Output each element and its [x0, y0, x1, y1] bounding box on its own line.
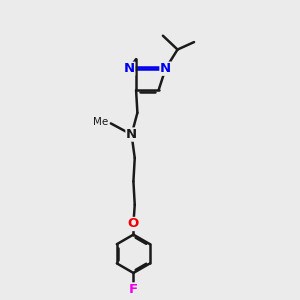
Text: O: O: [128, 218, 139, 230]
Text: N: N: [160, 62, 171, 75]
Text: N: N: [126, 128, 137, 141]
Text: Me: Me: [93, 117, 109, 127]
Text: N: N: [124, 62, 135, 75]
Text: F: F: [129, 283, 138, 296]
